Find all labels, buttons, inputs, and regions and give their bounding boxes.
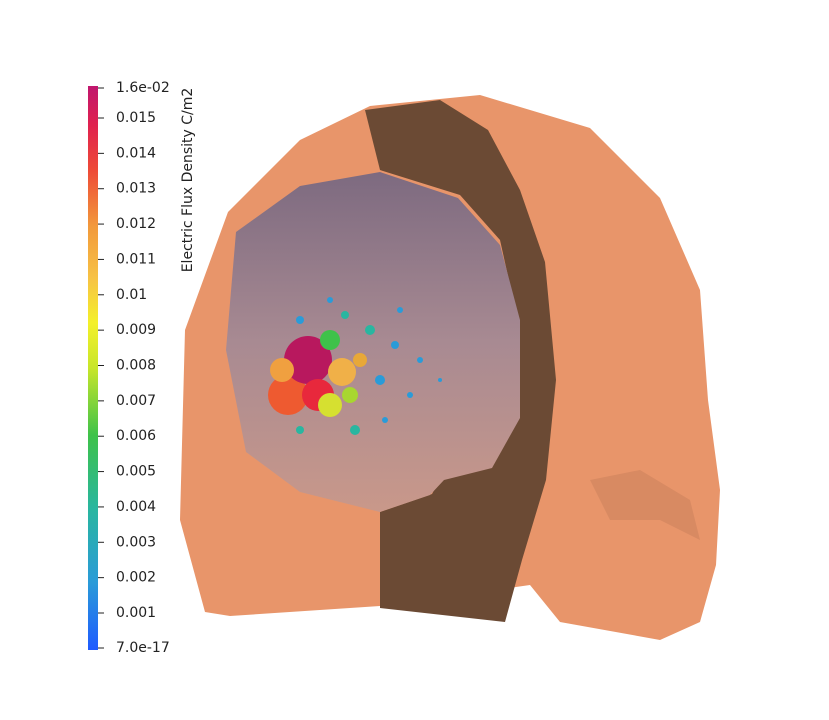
color-bar [88, 86, 98, 650]
glyph [296, 426, 304, 434]
flux-glyphs [268, 297, 442, 435]
tick-label: 7.0e-17 [116, 640, 170, 656]
tick-label: 0.01 [116, 287, 147, 303]
legend-title: Electric Flux Density C/m2 [180, 88, 196, 273]
glyph [318, 393, 342, 417]
tick-label: 0.005 [116, 464, 156, 480]
glyph [375, 375, 385, 385]
tick-label: 0.007 [116, 393, 156, 409]
glyph [268, 375, 308, 415]
glyph [296, 316, 304, 324]
glyph [365, 325, 375, 335]
glyph [382, 417, 388, 423]
glyph [407, 392, 413, 398]
glyph [342, 387, 358, 403]
glyph [397, 307, 403, 313]
head-model [180, 95, 720, 640]
glyph [284, 336, 332, 384]
glyph [327, 297, 333, 303]
tick-label: 0.006 [116, 428, 156, 444]
skull-cavity [226, 172, 520, 512]
tick-label: 0.013 [116, 181, 156, 197]
glyph [438, 378, 442, 382]
nose-bridge [590, 470, 700, 540]
tick-label: 0.001 [116, 605, 156, 621]
tick-label: 0.009 [116, 322, 156, 338]
glyph [270, 358, 294, 382]
head-cut-section [365, 100, 556, 622]
tick-label: 1.6e-02 [116, 80, 170, 96]
glyph [320, 330, 340, 350]
tick-label: 0.011 [116, 251, 156, 267]
color-legend: Electric Flux Density C/m2 1.6e-02 0.015 0… [88, 80, 196, 656]
glyph [417, 357, 423, 363]
glyph [341, 311, 349, 319]
tick-label: 0.014 [116, 145, 156, 161]
tick-label: 0.015 [116, 110, 156, 126]
tick-label: 0.008 [116, 358, 156, 374]
tick-label: 0.004 [116, 499, 156, 515]
tick-label: 0.003 [116, 534, 156, 550]
glyph [353, 353, 367, 367]
tick-label: 0.012 [116, 216, 156, 232]
glyph [328, 358, 356, 386]
glyph [350, 425, 360, 435]
tick-label: 0.002 [116, 570, 156, 586]
glyph [391, 341, 399, 349]
